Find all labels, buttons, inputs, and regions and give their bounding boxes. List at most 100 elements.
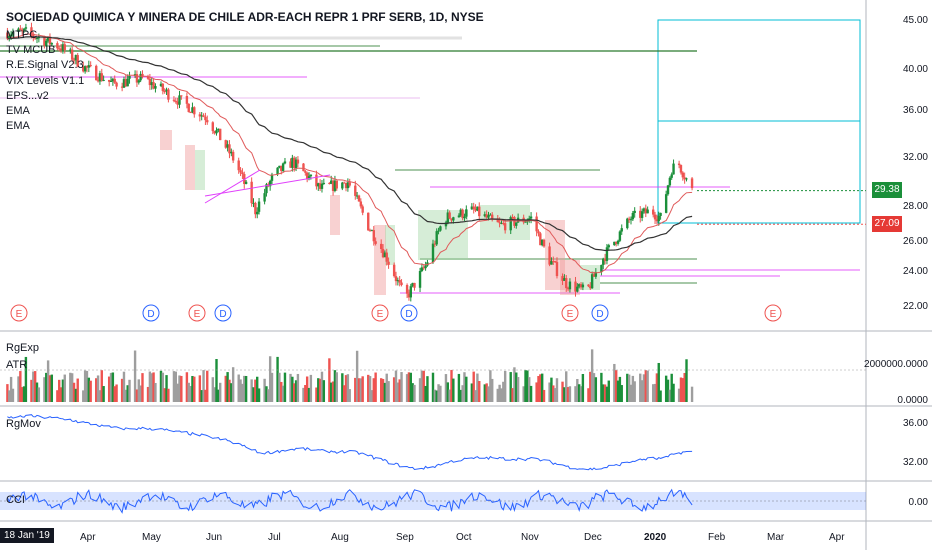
candle-body: [254, 202, 257, 215]
volume-bar: [581, 373, 585, 402]
volume-bar: [555, 378, 559, 402]
volume-bar: [43, 377, 46, 402]
range-box: [195, 150, 205, 190]
volume-bar: [167, 388, 170, 402]
indicator-tvmcub[interactable]: TV MCUB: [6, 44, 56, 57]
volume-bar: [230, 383, 233, 402]
candle-body: [589, 286, 592, 289]
volume-bar: [418, 378, 422, 402]
volume-bar: [107, 376, 111, 402]
atr-pane-label[interactable]: ATR: [6, 359, 28, 371]
candle-body: [685, 178, 688, 180]
volume-bar: [22, 386, 26, 402]
candle-body: [431, 243, 435, 263]
candle-body: [666, 185, 670, 195]
volume-bar: [655, 373, 659, 402]
candle-body: [422, 267, 425, 269]
volume-bar: [141, 373, 144, 402]
rgmov-line: [7, 414, 693, 471]
candle-body: [87, 65, 91, 68]
x-tick-jun: Jun: [206, 532, 223, 543]
candle-body: [394, 276, 398, 282]
volume-bar: [413, 384, 416, 402]
indicator-mtpc[interactable]: MTPC: [6, 29, 38, 41]
candle-body: [294, 159, 298, 169]
indicator-eps[interactable]: EPS...v2: [6, 89, 49, 102]
x-tick-may: May: [142, 532, 161, 543]
volume-bar: [626, 373, 629, 402]
candle-body: [413, 282, 416, 288]
candle-body: [6, 32, 9, 39]
volume-bar: [189, 386, 192, 402]
volume-bar: [646, 370, 649, 402]
volume-bar: [148, 371, 152, 402]
cci-line: [6, 488, 693, 514]
candle-body: [200, 115, 203, 117]
dividend-marker: [591, 304, 609, 322]
candle-body: [461, 209, 464, 219]
volume-bar: [367, 374, 370, 402]
indicator-resignal[interactable]: R.E.Signal V2.3: [6, 59, 84, 72]
candle-body: [370, 230, 374, 232]
volume-pane-label[interactable]: RgExp: [6, 342, 40, 354]
candle-body: [550, 261, 553, 265]
volume-bar: [113, 386, 116, 402]
volume-bar: [357, 378, 361, 402]
candle-body: [398, 280, 401, 283]
crosshair-date-tag: 18 Jan '19: [0, 528, 54, 543]
candle-body: [43, 37, 46, 46]
volume-bar: [317, 378, 320, 402]
volume-bar: [561, 381, 564, 402]
volume-bar: [191, 375, 194, 402]
volume-bar: [211, 377, 214, 402]
candle-body: [250, 181, 253, 204]
candle-body: [302, 163, 305, 172]
volume-bar: [58, 379, 61, 402]
candle-body: [424, 265, 427, 269]
volume-bar: [618, 376, 622, 402]
volume-bar: [400, 372, 403, 402]
volume-bar: [237, 374, 240, 402]
volume-bar: [344, 375, 348, 402]
volume-bar: [256, 376, 259, 402]
candle-body: [381, 248, 385, 258]
indicator-ema-1[interactable]: EMA: [6, 105, 30, 118]
candle-body: [124, 79, 128, 87]
candle-body: [357, 195, 361, 202]
candle-body: [50, 43, 54, 45]
rgmov-pane-label[interactable]: RgMov: [6, 418, 41, 430]
candle-body: [603, 258, 607, 261]
candle-body: [457, 215, 461, 218]
candle-body: [450, 218, 453, 221]
candle-body: [392, 264, 396, 277]
y-tick-24: 24.00: [902, 266, 928, 277]
indicator-ema-2[interactable]: EMA: [6, 120, 30, 133]
candle-body: [435, 231, 438, 245]
candle-body: [511, 217, 514, 219]
volume-bar: [122, 371, 126, 402]
volume-bar: [452, 378, 455, 402]
candle-body: [437, 230, 440, 232]
volume-bar: [174, 371, 177, 402]
candle-body: [215, 130, 218, 134]
volume-bar: [304, 385, 307, 402]
candle-body: [470, 206, 474, 210]
volume-bar: [478, 381, 481, 402]
candle-body: [672, 163, 675, 175]
volume-bar: [594, 377, 598, 402]
volume-bar: [653, 383, 657, 402]
volume-bar: [243, 375, 246, 402]
volume-bar: [46, 360, 50, 402]
candle-body: [444, 222, 448, 227]
volume-bar: [328, 358, 331, 402]
volume-bar: [368, 376, 372, 402]
trend-line: [204, 174, 331, 197]
candle-body: [568, 281, 572, 290]
indicator-vix-levels[interactable]: VIX Levels V1.1: [6, 74, 85, 87]
cci-pane-label[interactable]: CCI: [6, 494, 25, 506]
volume-bar: [250, 379, 253, 402]
candle-body: [120, 86, 124, 88]
x-tick-2020: 2020: [644, 532, 667, 543]
volume-bar: [82, 390, 85, 402]
